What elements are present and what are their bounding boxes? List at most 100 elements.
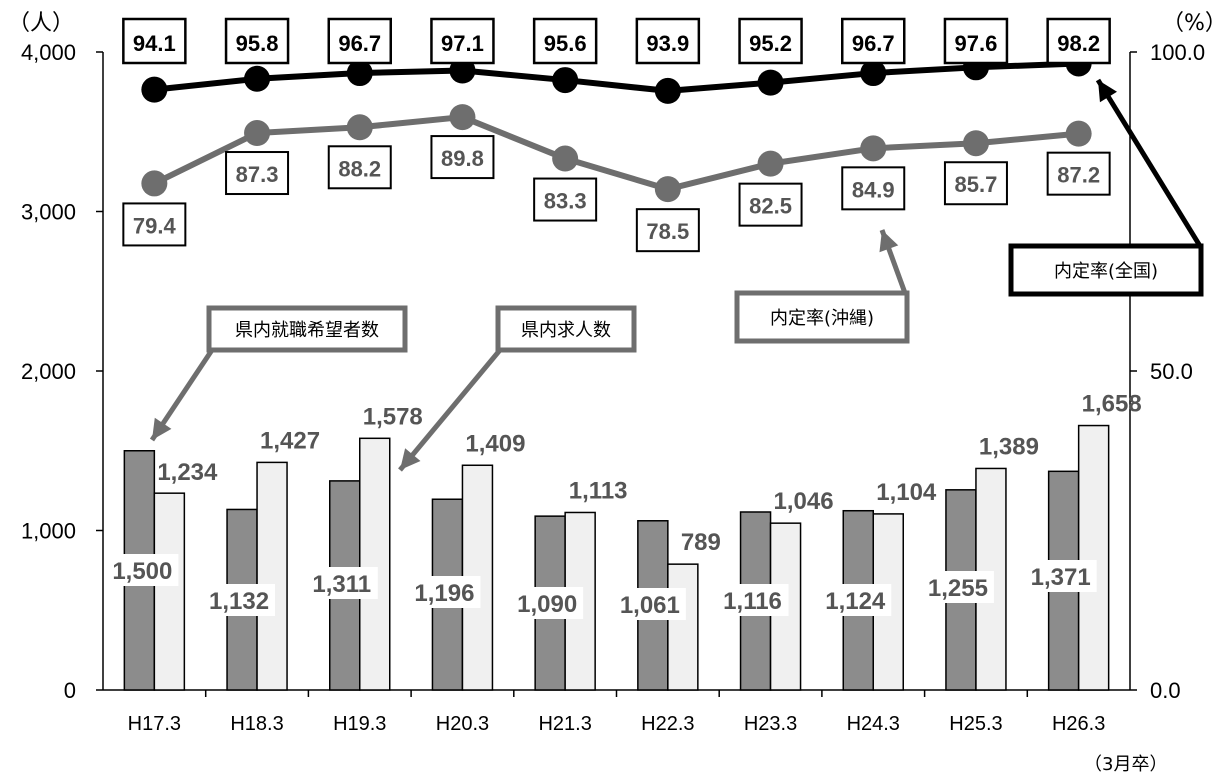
bar-label-jobseekers-group: 1,090: [511, 587, 584, 619]
label-national-group: 96.7: [327, 17, 392, 65]
point-okinawa: [552, 145, 579, 172]
label-national: 95.6: [544, 31, 587, 56]
x-tick-label: H22.3: [641, 713, 694, 735]
bar-label-jobseekers-group: 1,132: [203, 584, 276, 616]
label-national-box: [327, 17, 392, 65]
bar-label-bg: [1024, 560, 1097, 592]
x-tick-label: H21.3: [538, 713, 591, 735]
bar-label-openings: 1,234: [157, 459, 218, 486]
bar-label-jobseekers: 1,124: [825, 588, 886, 615]
left-tick-label: 4,000: [21, 40, 76, 65]
point-okinawa: [346, 114, 373, 141]
bar-openings: [256, 461, 288, 691]
bar-label-openings: 1,427: [260, 427, 320, 454]
x-tick-label: H24.3: [847, 713, 900, 735]
point-okinawa: [654, 176, 681, 203]
bar-label-bg: [819, 584, 892, 616]
x-tick-label: H17.3: [128, 713, 181, 735]
label-okinawa-group: 89.8: [430, 135, 495, 180]
x-axis-note: （3月卒）: [1084, 754, 1167, 775]
bar-label-openings: 1,578: [363, 403, 423, 430]
bar-label-openings: 1,409: [465, 430, 525, 457]
label-national-box: [122, 17, 187, 65]
label-national: 95.2: [749, 31, 792, 56]
point-okinawa: [757, 150, 784, 177]
point-national: [757, 69, 784, 96]
right-tick-label: 100.0: [1150, 40, 1205, 65]
bar-label-openings: 1,658: [1082, 391, 1142, 418]
bar-openings: [667, 563, 699, 691]
label-national: 97.6: [955, 31, 998, 56]
bar-label-jobseekers-group: 1,124: [819, 584, 892, 616]
callout-jobseekers: 県内就職希望者数: [235, 320, 379, 341]
axes: 0 1,000 2,000 3,000 4,000 0.0 50.0 100.0 H17.3 H1…: [8, 11, 1227, 775]
bar-label-jobseekers-group: 1,371: [1024, 560, 1097, 592]
bar-label-openings: 1,389: [979, 433, 1039, 460]
callout-openings-box: [495, 305, 637, 353]
x-tick-label: H19.3: [333, 713, 386, 735]
bar-label-jobseekers: 1,116: [723, 588, 782, 615]
label-okinawa-group: 84.9: [841, 166, 906, 211]
bar-label-jobseekers-group: 1,116: [716, 584, 789, 616]
callout-national: 内定率(全国): [1054, 261, 1158, 282]
callout-okinawa: 内定率(沖縄): [770, 308, 874, 329]
point-okinawa: [449, 104, 476, 131]
bar-label-bg: [921, 571, 994, 603]
x-tick-label: H25.3: [949, 713, 1002, 735]
callout-national-arrow-head: [1098, 80, 1117, 103]
label-okinawa-group: 85.7: [943, 161, 1008, 206]
label-okinawa-box: [533, 177, 598, 222]
point-national: [244, 65, 271, 92]
right-tick-label: 0.0: [1150, 678, 1181, 703]
callout-jobseekers-arrow-head: [152, 417, 172, 440]
bar-label-openings: 1,046: [774, 488, 834, 515]
label-national-group: 95.6: [532, 17, 598, 65]
callout-okinawa-arrow-head: [879, 230, 899, 253]
label-okinawa: 88.2: [338, 156, 381, 181]
x-tick-label: H18.3: [230, 713, 283, 735]
callout-jobseekers-box: [206, 305, 408, 353]
bar-label-jobseekers: 1,061: [620, 592, 680, 619]
label-okinawa-group: 79.4: [122, 202, 187, 247]
label-national-group: 97.6: [943, 17, 1009, 65]
label-okinawa-box: [225, 151, 290, 196]
label-national-box: [532, 17, 598, 65]
bar-label-bg: [305, 567, 378, 599]
left-axis-unit: （人）: [8, 11, 74, 36]
label-okinawa-box: [841, 166, 906, 211]
line-national: [154, 60, 1079, 94]
bar-openings: [359, 437, 391, 691]
label-okinawa: 84.9: [852, 177, 895, 202]
label-national: 94.1: [133, 31, 176, 56]
label-okinawa-box: [327, 145, 392, 190]
point-okinawa: [962, 130, 989, 157]
line-group: [141, 50, 1092, 203]
label-okinawa: 78.5: [646, 219, 689, 244]
bar-label-jobseekers: 1,132: [209, 588, 269, 615]
label-okinawa-box: [738, 182, 803, 227]
callout-openings: 県内求人数: [521, 320, 611, 341]
bar-label-jobseekers-group: 1,061: [613, 588, 686, 620]
x-tick-label: H26.3: [1052, 713, 1105, 735]
bar-openings: [1077, 424, 1110, 691]
line-okinawa: [153, 114, 1079, 193]
label-national-box: [841, 17, 906, 65]
label-okinawa-group: 87.2: [1046, 151, 1111, 196]
point-national: [141, 76, 168, 103]
label-national-group: 97.1: [430, 17, 495, 65]
label-okinawa: 85.7: [955, 172, 998, 197]
label-national: 97.1: [441, 31, 484, 56]
label-national: 96.7: [338, 31, 381, 56]
label-national-group: 93.9: [635, 17, 701, 65]
bar-label-jobseekers: 1,311: [312, 571, 371, 598]
bar-label-jobseekers: 1,255: [928, 575, 988, 602]
label-national-box: [738, 17, 803, 65]
point-national: [552, 67, 579, 94]
left-tick-label: 0: [64, 678, 76, 703]
label-national: 98.2: [1057, 31, 1100, 56]
label-national-box: [224, 17, 290, 65]
bar-openings: [153, 492, 186, 691]
label-okinawa-group: 83.3: [533, 177, 598, 222]
bar-label-bg: [511, 587, 584, 619]
